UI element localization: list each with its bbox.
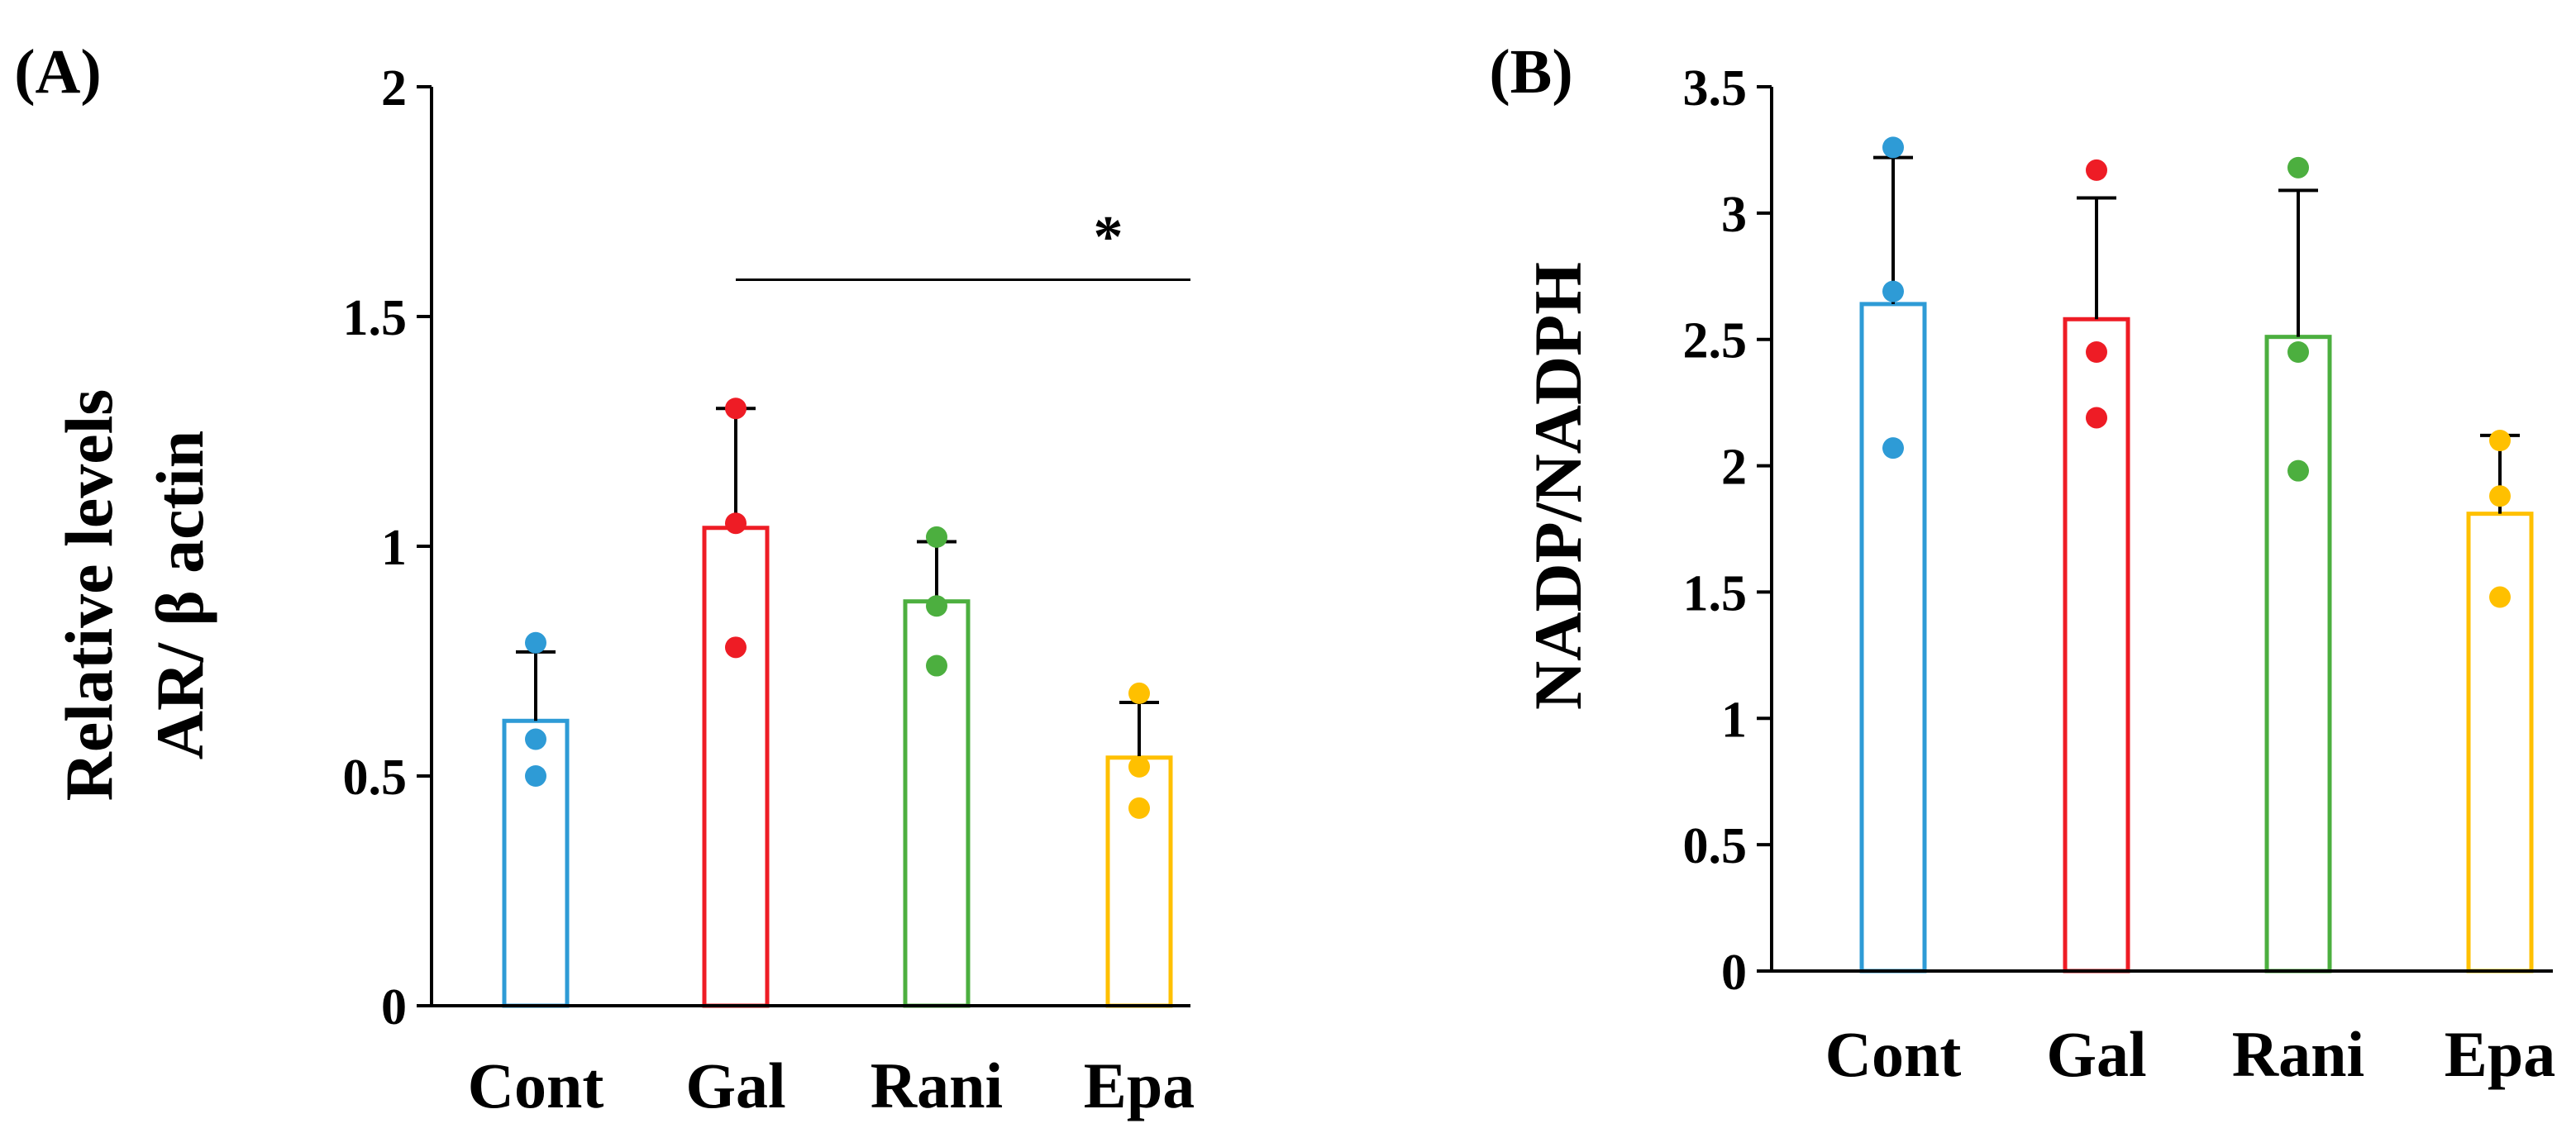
y-tick-label: 3 xyxy=(1721,187,1747,243)
data-point xyxy=(2086,407,2107,429)
y-tick-label: 2 xyxy=(381,60,407,117)
y-tick-label: 0 xyxy=(381,979,407,1035)
x-category-label: Cont xyxy=(1825,1018,1962,1090)
data-point xyxy=(725,512,747,535)
data-point xyxy=(2086,341,2107,363)
data-point xyxy=(926,526,947,548)
data-point xyxy=(525,765,546,787)
data-point xyxy=(2489,586,2511,608)
data-point xyxy=(525,728,546,750)
data-point xyxy=(525,631,546,654)
bar xyxy=(1859,302,1927,974)
y-tick-label: 1.5 xyxy=(343,290,408,346)
x-category-label: Cont xyxy=(468,1050,604,1121)
y-tick-label: 0.5 xyxy=(343,750,408,806)
data-point xyxy=(2489,485,2511,507)
x-category-label: Gal xyxy=(2046,1018,2146,1090)
significance-star: * xyxy=(1094,204,1123,270)
data-point xyxy=(1128,797,1150,819)
data-point xyxy=(2287,459,2309,482)
panel-label: (B) xyxy=(1489,37,1572,107)
y-tick-label: 1.5 xyxy=(1683,565,1748,621)
data-point xyxy=(725,636,747,659)
bar xyxy=(2264,335,2332,974)
x-category-label: Epa xyxy=(1084,1050,1195,1121)
y-tick-label: 0 xyxy=(1721,945,1747,1001)
bar xyxy=(1105,755,1173,1008)
y-axis-title: AR/ β actin xyxy=(142,431,217,760)
y-tick-label: 2.5 xyxy=(1683,313,1748,369)
x-category-label: Rani xyxy=(2232,1018,2364,1090)
bar xyxy=(502,718,570,1008)
data-point xyxy=(1882,437,1904,459)
chart-panel-a: (A) 0 0.5 1 1.5 2 Relative levels AR/ β actin Co… xyxy=(14,37,1195,1121)
bar xyxy=(702,526,770,1008)
panel-label: (A) xyxy=(14,37,102,107)
y-axis-title: Relative levels xyxy=(51,389,126,802)
data-point xyxy=(2287,156,2309,179)
y-axis-title: NADP/NADPH xyxy=(1520,262,1596,710)
data-point xyxy=(2489,430,2511,451)
y-tick-label: 1 xyxy=(381,520,407,576)
data-point xyxy=(1882,280,1904,302)
y-tick-label: 0.5 xyxy=(1683,818,1748,874)
data-point xyxy=(2086,159,2107,181)
data-point xyxy=(2287,341,2309,363)
x-category-label: Gal xyxy=(685,1050,785,1121)
data-point xyxy=(1128,682,1150,704)
y-tick-label: 3.5 xyxy=(1683,60,1748,117)
data-point xyxy=(1128,755,1150,778)
data-point xyxy=(926,655,947,677)
chart-panel-b: (B) 0 0.5 1 1.5 2 2.5 3 3.5 NADP/NADPH Cont Gal Rani… xyxy=(1489,37,2555,1090)
data-point xyxy=(926,595,947,617)
y-tick-label: 1 xyxy=(1721,692,1747,748)
data-point xyxy=(1882,136,1904,159)
x-category-label: Epa xyxy=(2445,1018,2555,1090)
x-category-label: Rani xyxy=(871,1050,1003,1121)
bar xyxy=(2466,512,2534,974)
y-tick-label: 2 xyxy=(1721,440,1747,496)
data-point xyxy=(725,398,747,420)
